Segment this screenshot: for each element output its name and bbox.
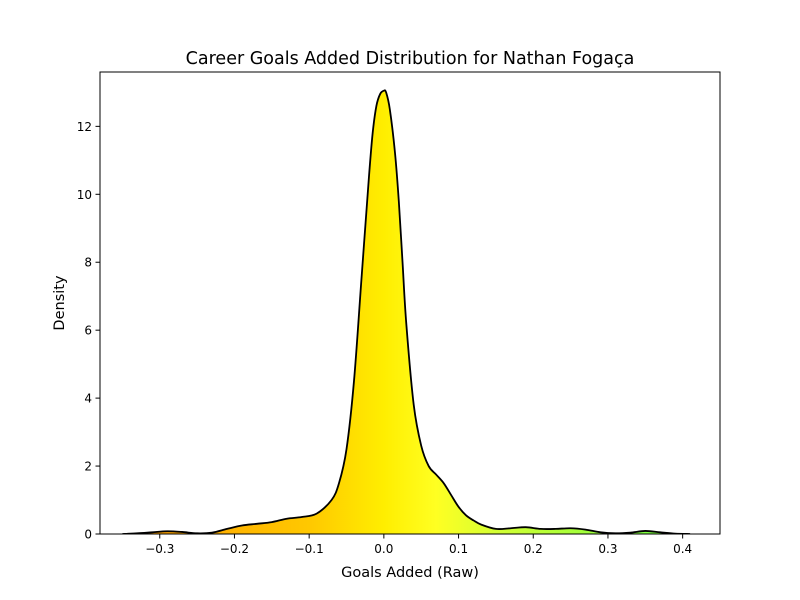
plot-frame	[99, 71, 721, 535]
chart-title: Career Goals Added Distribution for Nath…	[186, 49, 635, 69]
x-tick-label: 0.0	[374, 542, 393, 556]
y-tick-label: 0	[84, 528, 92, 542]
x-tick-label: 0.3	[598, 542, 617, 556]
x-axis: −0.3 −0.2 −0.1 0.0 0.1 0.2 0.3 0.4	[145, 534, 692, 556]
y-tick-label: 6	[84, 324, 92, 338]
x-tick-label: 0.1	[449, 542, 468, 556]
y-axis-title: Density	[52, 275, 68, 331]
x-tick-label: −0.2	[220, 542, 249, 556]
x-tick-label: 0.4	[673, 542, 692, 556]
x-tick-label: −0.1	[295, 542, 324, 556]
y-tick-label: 12	[77, 120, 92, 134]
y-tick-label: 10	[77, 188, 92, 202]
density-fill-area	[122, 90, 691, 534]
plot-area	[122, 89, 691, 534]
y-axis: 0 2 4 6 8 10 12	[77, 120, 100, 542]
x-tick-label: 0.2	[524, 542, 543, 556]
density-curve-line	[122, 89, 691, 534]
y-tick-label: 8	[84, 256, 92, 270]
x-axis-title: Goals Added (Raw)	[341, 565, 479, 581]
y-tick-label: 4	[84, 392, 92, 406]
x-tick-label: −0.3	[145, 542, 174, 556]
y-tick-label: 2	[84, 460, 92, 474]
